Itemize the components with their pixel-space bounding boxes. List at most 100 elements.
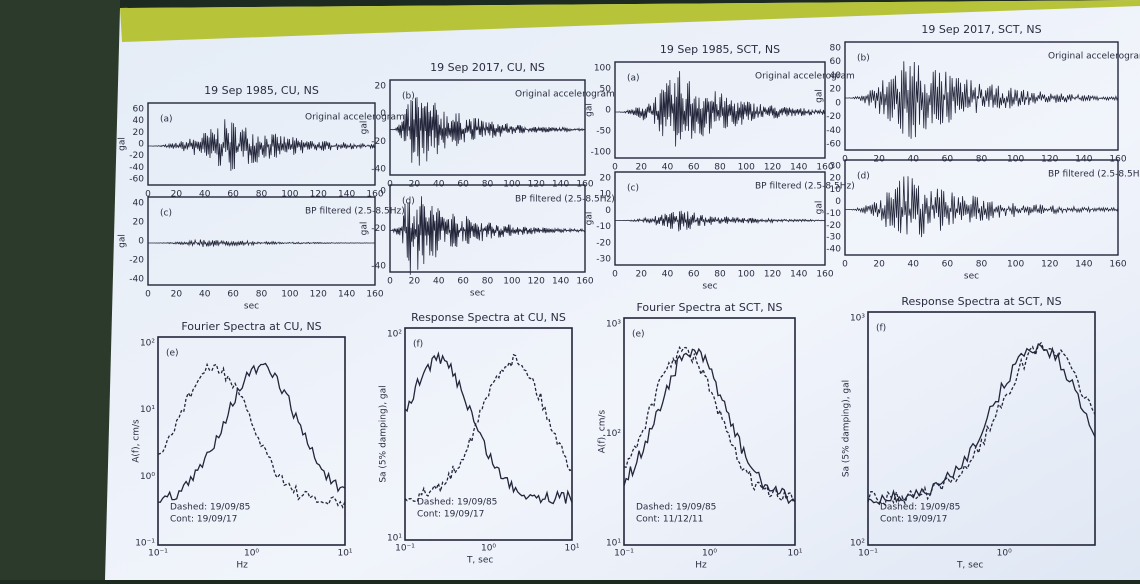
panel-tag: (e)	[166, 349, 179, 359]
x-tick-label: 20	[873, 260, 885, 270]
y-tick-label: -20	[129, 256, 144, 266]
y-tick-label: 10⁻¹	[135, 539, 155, 549]
y-axis-label: gal	[118, 234, 128, 248]
y-tick-label: 20	[600, 174, 612, 184]
solid-curve	[623, 347, 796, 505]
panel-note: BP filtered (2.5-8.5Hz)	[305, 207, 405, 217]
x-tick-label: 120	[1041, 260, 1058, 270]
legend-entry: Dashed: 19/09/85	[636, 503, 716, 513]
y-tick-label: -40	[129, 163, 144, 173]
y-tick-label: 60	[830, 57, 842, 67]
x-tick-label: 40	[908, 260, 920, 270]
y-tick-label: -30	[596, 255, 611, 265]
y-tick-label: -20	[596, 238, 611, 248]
y-tick-label: 80	[830, 44, 842, 54]
waveform	[615, 71, 826, 147]
panel-tag: (a)	[627, 74, 640, 84]
y-tick-label: 10²	[140, 339, 155, 349]
y-tick-label: -20	[371, 224, 386, 234]
x-tick-label: 40	[199, 290, 211, 300]
y-axis-label: gal	[585, 103, 595, 117]
y-tick-label: 0	[835, 98, 841, 108]
y-axis-label: A(f), cm/s	[598, 409, 608, 453]
x-axis-label: sec	[702, 282, 717, 292]
x-axis-label: sec	[470, 289, 485, 299]
y-tick-label: 10²	[387, 330, 402, 340]
dashed-curve	[157, 362, 346, 509]
x-tick-label: 20	[636, 163, 648, 173]
legend-entry: Cont: 19/09/17	[417, 510, 484, 520]
y-tick-label: 20	[375, 82, 387, 92]
legend-entry: Dashed: 19/09/85	[417, 498, 497, 508]
x-tick-label: 100	[1007, 260, 1024, 270]
y-tick-label: 10²	[850, 539, 865, 549]
panel-title: 19 Sep 1985, SCT, NS	[660, 43, 780, 56]
y-axis-label: gal	[585, 212, 595, 226]
x-tick-label: 160	[816, 163, 833, 173]
y-tick-label: -40	[826, 126, 841, 136]
plot-frame	[389, 79, 586, 176]
x-tick-label: 10⁻¹	[858, 549, 878, 559]
x-tick-label: 60	[457, 277, 469, 287]
x-tick-label: 60	[688, 270, 700, 280]
y-tick-label: -20	[129, 151, 144, 161]
waveform	[845, 176, 1119, 238]
y-tick-label: 30	[830, 162, 842, 172]
y-tick-label: -20	[371, 137, 386, 147]
plot-frame	[623, 317, 796, 546]
legend-entry: Cont: 11/12/11	[636, 515, 703, 525]
panel-note: Original accelerogram	[1048, 52, 1140, 62]
panel-tag: (c)	[160, 209, 172, 219]
panel-title: 19 Sep 1985, CU, NS	[204, 84, 319, 97]
x-tick-label: 10⁻¹	[614, 549, 634, 559]
x-tick-label: 20	[171, 190, 183, 200]
waveform	[845, 61, 1119, 139]
panel-title: Fourier Spectra at CU, NS	[181, 320, 321, 333]
y-tick-label: -40	[826, 245, 841, 255]
x-tick-label: 10⁻¹	[395, 544, 415, 554]
dashed-curve	[404, 353, 573, 502]
legend-entry: Dashed: 19/09/85	[170, 503, 250, 513]
y-tick-label: -60	[826, 140, 841, 150]
y-tick-label: 100	[594, 64, 611, 74]
plot-frame	[389, 184, 586, 273]
panel-tag: (e)	[632, 330, 645, 340]
y-tick-label: 20	[133, 218, 145, 228]
y-tick-label: 10	[830, 185, 842, 195]
panel-tag: (b)	[402, 92, 415, 102]
screen	[105, 0, 1140, 580]
y-axis-label: Sa (5% damping), gal	[379, 385, 389, 482]
x-tick-label: 40	[199, 190, 211, 200]
x-tick-label: 160	[1109, 260, 1126, 270]
panel-note: BP filtered (2.5-8.5Hz)	[755, 182, 855, 192]
panel-title: Response Spectra at SCT, NS	[901, 295, 1061, 308]
y-tick-label: 20	[830, 85, 842, 95]
y-tick-label: 10¹	[387, 534, 402, 544]
panel-title: 19 Sep 2017, CU, NS	[430, 61, 545, 74]
y-tick-label: 0	[380, 109, 386, 119]
y-tick-label: 0	[605, 106, 611, 116]
y-tick-label: -40	[371, 262, 386, 272]
y-tick-label: -40	[129, 275, 144, 285]
y-axis-label: Sa (5% damping), gal	[842, 380, 852, 477]
y-tick-label: 20	[133, 128, 145, 138]
waveform	[148, 238, 376, 248]
x-tick-label: 0	[842, 260, 848, 270]
x-tick-label: 120	[310, 190, 327, 200]
plot-frame	[157, 336, 346, 546]
waveform	[390, 196, 586, 275]
x-tick-label: 80	[714, 270, 726, 280]
x-tick-label: 10¹	[564, 544, 579, 554]
y-axis-label: gal	[360, 222, 370, 236]
panel-note: Original accelerogram	[305, 113, 405, 123]
x-tick-label: 140	[338, 190, 355, 200]
x-tick-label: 20	[171, 290, 183, 300]
y-tick-label: 40	[133, 199, 145, 209]
y-tick-label: -60	[129, 175, 144, 185]
panel-title: Response Spectra at CU, NS	[411, 311, 566, 324]
y-tick-label: 10³	[606, 320, 621, 330]
x-tick-label: 140	[338, 290, 355, 300]
x-tick-label: 0	[145, 190, 151, 200]
y-tick-label: -30	[826, 233, 841, 243]
